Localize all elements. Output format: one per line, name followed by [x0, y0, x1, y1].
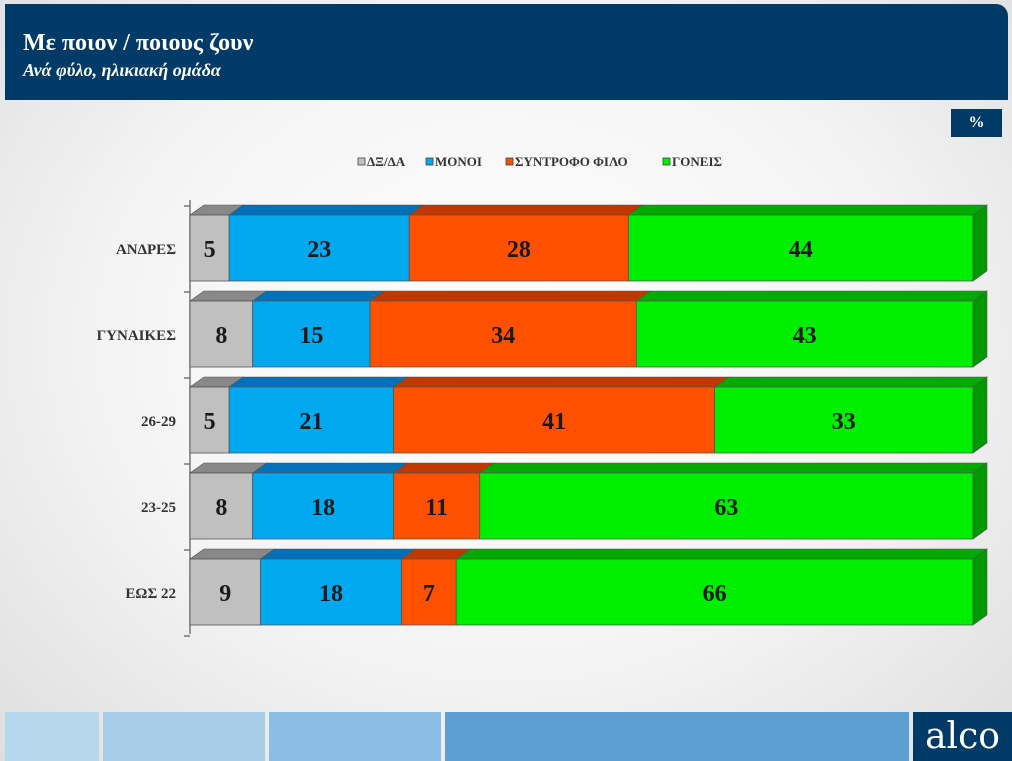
bar-segment: [455, 558, 974, 626]
bar-segment-top: [228, 376, 409, 388]
legend-swatch: [357, 157, 366, 166]
bar-side-face: [972, 290, 988, 368]
data-label: 33: [832, 409, 856, 435]
data-label: 28: [507, 237, 531, 263]
footer-stripe-1: [5, 712, 99, 761]
legend-swatch: [505, 157, 514, 166]
footer-stripe-2: [103, 712, 265, 761]
bar-segment-top: [392, 462, 495, 474]
bar-segment-top: [455, 548, 988, 560]
legend-label: ΓΟΝΕΙΣ: [672, 154, 722, 169]
data-label: 63: [714, 495, 738, 521]
bar-segment: [369, 300, 637, 368]
bar-segment: [628, 214, 974, 282]
legend-label: ΣΥΝΤΡΟΦΟ ΦΙΛΟ: [515, 154, 628, 169]
bar-segment-top: [713, 376, 988, 388]
bar-segment-top: [259, 548, 417, 560]
data-label: 8: [215, 495, 227, 521]
bar-segment: [408, 214, 629, 282]
bar-side-face: [972, 462, 988, 540]
data-label: 21: [299, 409, 323, 435]
category-label: 26-29: [141, 414, 176, 430]
page-title: Με ποιον / ποιους ζουν: [23, 30, 254, 56]
data-label: 5: [204, 237, 216, 263]
legend-swatch: [425, 157, 434, 166]
data-label: 34: [491, 323, 515, 349]
footer-stripe-3: [269, 712, 441, 761]
legend-swatch: [662, 157, 671, 166]
bar-segment-top: [478, 462, 988, 474]
data-label: 8: [215, 323, 227, 349]
bar-segment: [635, 300, 974, 368]
bar-segment-top: [627, 204, 988, 216]
bar-segment: [393, 386, 716, 454]
bar-segment: [189, 558, 261, 626]
bar-segment: [189, 386, 230, 454]
bar-segment: [714, 386, 974, 454]
data-label: 43: [793, 323, 817, 349]
data-label: 44: [789, 237, 813, 263]
data-label: 66: [703, 581, 727, 607]
legend-label: ΜΟΝΟΙ: [435, 154, 482, 169]
bar-side-face: [972, 204, 988, 282]
data-label: 11: [425, 495, 448, 521]
legend-label: ΔΞ/ΔΑ: [367, 154, 406, 169]
bar-segment: [252, 472, 394, 540]
bar-segment: [228, 214, 410, 282]
unit-badge: %: [951, 109, 1002, 137]
footer-stripe-4: [445, 712, 909, 761]
bar-segment-top: [228, 204, 425, 216]
data-label: 15: [299, 323, 323, 349]
bar-segment-top: [369, 290, 652, 302]
bar-segment: [393, 472, 481, 540]
category-label: ΓΥΝΑΙΚΕΣ: [97, 328, 177, 344]
data-label: 18: [319, 581, 343, 607]
data-label: 5: [204, 409, 216, 435]
bar-side-face: [972, 376, 988, 454]
bar-segment-top: [189, 548, 276, 560]
bar-segment-top: [408, 204, 644, 216]
data-label: 9: [219, 581, 231, 607]
category-label: 23-25: [141, 500, 176, 516]
bar-segment: [401, 558, 457, 626]
bar-segment: [228, 386, 394, 454]
data-label: 23: [307, 237, 331, 263]
bar-segment: [260, 558, 402, 626]
category-label: ΑΝΔΡΕΣ: [116, 242, 176, 258]
bar-segment-top: [392, 376, 730, 388]
bar-segment: [252, 300, 371, 368]
bar-segment-top: [635, 290, 988, 302]
footer-bar: alco: [5, 712, 1012, 761]
bar-segment: [479, 472, 974, 540]
data-label: 41: [542, 409, 566, 435]
bar-segment-top: [251, 290, 386, 302]
bar-side-face: [972, 548, 988, 626]
data-label: 18: [311, 495, 335, 521]
data-label: 7: [423, 581, 435, 607]
bar-segment: [189, 472, 254, 540]
header-banner: Με ποιον / ποιους ζουν Ανά φύλο, ηλικιακ…: [5, 4, 1008, 100]
category-label: ΕΩΣ 22: [125, 586, 176, 602]
page-subtitle: Ανά φύλο, ηλικιακή ομάδα: [23, 60, 221, 80]
bar-segment: [189, 300, 254, 368]
alco-logo: alco: [913, 712, 1012, 761]
bar-segment: [189, 214, 230, 282]
bar-segment-top: [251, 462, 409, 474]
